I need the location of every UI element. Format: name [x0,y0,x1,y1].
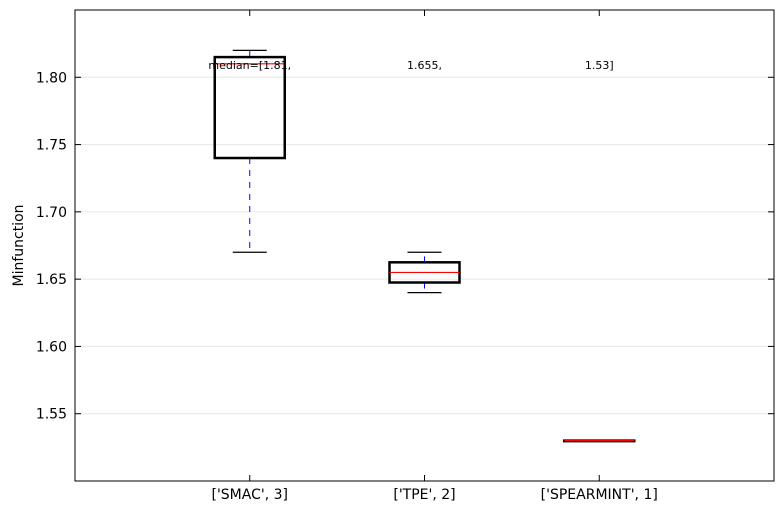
grid-layer [75,76,774,415]
label-layer: 1.55 1.60 1.65 1.70 1.75 1.80 ['SMAC', 3] media… [36,59,658,503]
y-tick-label: 1.65 [36,272,67,288]
tick-layer [75,10,774,481]
median-annotation: 1.655, [407,59,442,72]
iqr-box [213,55,286,160]
median-annotation: median=[1.81, [208,59,291,72]
median-annotation: 1.53] [585,59,614,72]
box-layer [213,49,636,443]
y-tick-label: 1.75 [36,138,67,154]
y-tick-label: 1.55 [36,407,67,423]
plot-frame [74,9,775,482]
y-axis-label: Minfunction [11,204,27,286]
y-tick-label: 1.70 [36,205,67,221]
x-tick-label: ['SPEARMINT', 1] [541,487,658,503]
y-tick-label: 1.80 [36,70,67,86]
x-tick-label: ['SMAC', 3] [211,487,288,503]
x-tick-label: ['TPE', 2] [393,487,455,503]
y-tick-label: 1.60 [36,339,67,355]
